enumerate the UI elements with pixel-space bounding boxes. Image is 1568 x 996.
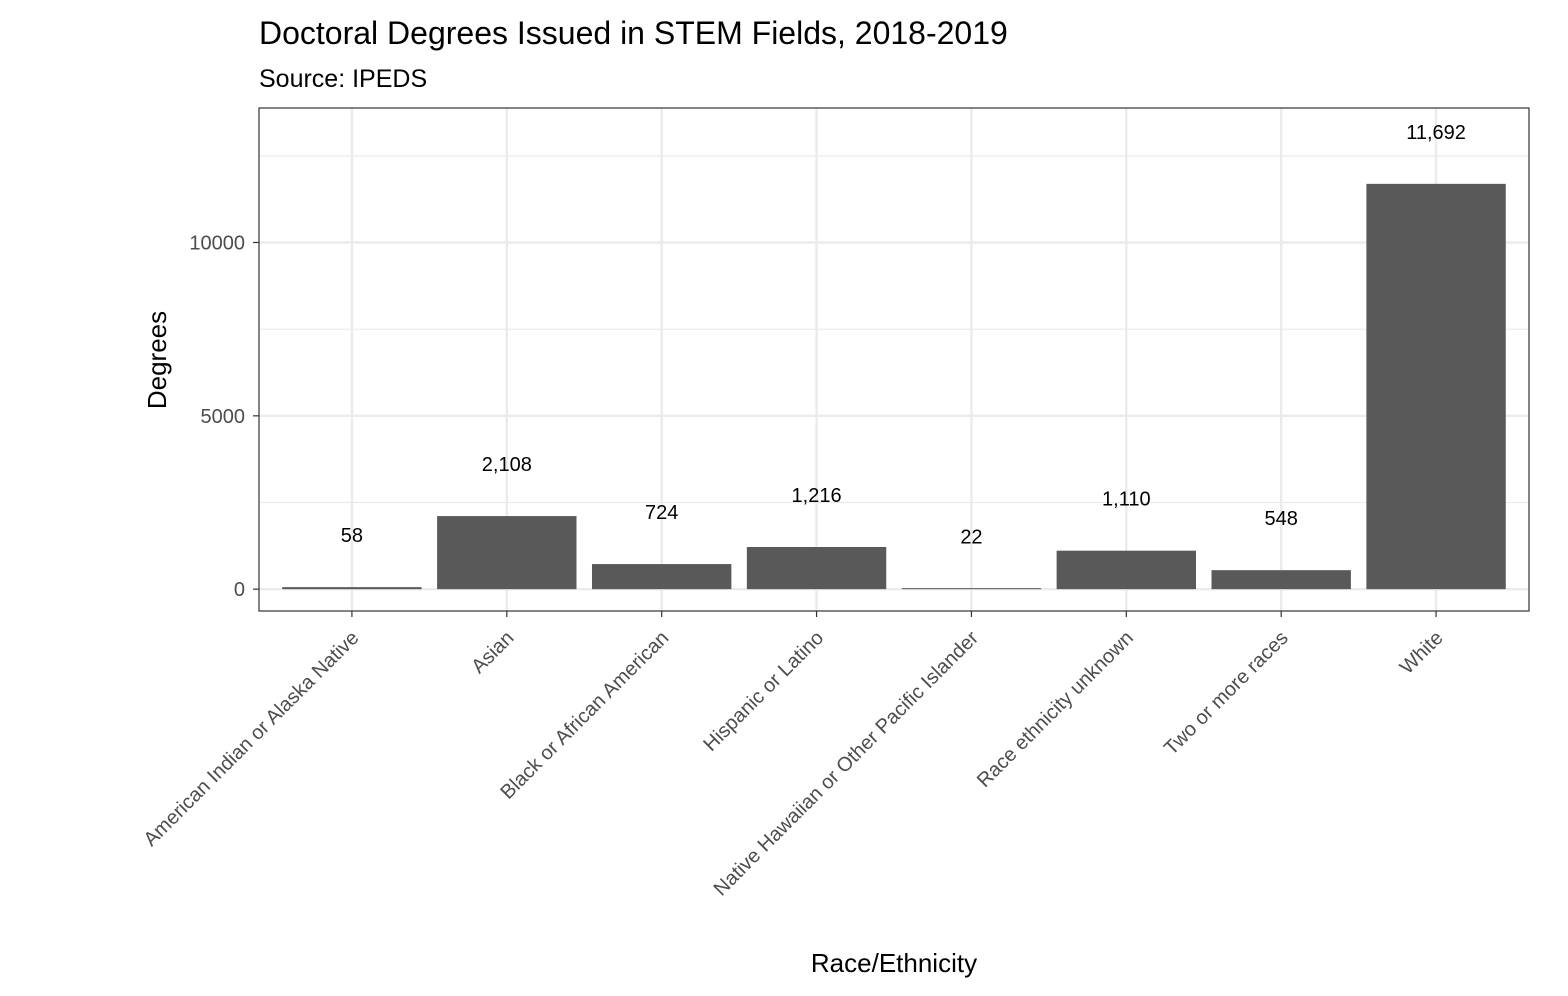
bar [746, 547, 887, 590]
x-tick-label: Two or more races [1160, 627, 1293, 760]
data-label: 724 [645, 502, 678, 524]
x-axis-title: Race/Ethnicity [811, 948, 977, 978]
data-label: 11,692 [1406, 122, 1466, 144]
y-tick-label: 10000 [189, 233, 245, 255]
data-label: 58 [341, 525, 363, 547]
x-tick-label: Black or African American [497, 627, 674, 804]
y-axis-title: Degrees [142, 311, 172, 409]
x-tick-label: White [1396, 627, 1448, 679]
bar [1366, 183, 1506, 590]
data-label: 2,108 [482, 454, 532, 476]
bar [591, 564, 732, 590]
bar [282, 587, 422, 590]
bar [437, 516, 577, 590]
panel-border [258, 107, 1530, 612]
bar [901, 588, 1042, 590]
y-tick-label: 5000 [201, 406, 246, 428]
data-label: 1,110 [1102, 489, 1151, 511]
data-labels: 58 2,108 724 1,216 22 1,110 548 11,692 [341, 122, 1466, 549]
y-axis: 0 5000 10000 [189, 233, 259, 601]
x-tick-label: Race ethnicity unknown [973, 627, 1138, 792]
data-label: 548 [1265, 508, 1298, 530]
bar [1056, 550, 1197, 590]
data-label: 22 [960, 526, 982, 548]
x-tick-label: Native Hawaiian or Other Pacific Islande… [710, 627, 984, 901]
bar [1211, 570, 1351, 590]
y-tick-label: 0 [234, 579, 245, 601]
bars [282, 183, 1506, 590]
x-tick-label: Hispanic or Latino [699, 627, 828, 756]
chart-subtitle: Source: IPEDS [259, 65, 427, 93]
x-axis: American Indian or Alaska Native AsianBla… [140, 611, 1448, 900]
data-label: 1,216 [792, 485, 842, 507]
plot-panel: 58 2,108 724 1,216 22 1,110 548 11,692 [258, 107, 1530, 612]
chart-title: Doctoral Degrees Issued in STEM Fields, … [259, 15, 1008, 51]
x-tick-label: American Indian or Alaska Native [140, 627, 364, 851]
x-tick-label: Asian [467, 627, 518, 678]
